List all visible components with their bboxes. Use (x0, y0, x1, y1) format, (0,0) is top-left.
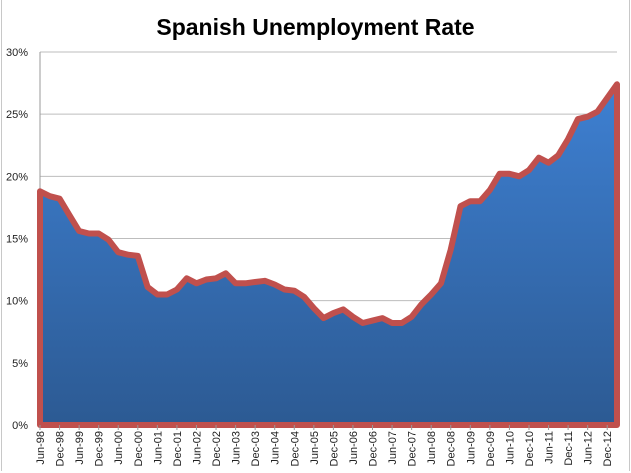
x-tick-label: Dec-09 (485, 431, 497, 466)
x-tick-label: Jun-02 (191, 431, 203, 465)
x-tick-label: Dec-11 (563, 431, 575, 466)
x-tick-label: Dec-99 (94, 431, 106, 466)
x-tick-label: Dec-01 (172, 431, 184, 466)
x-tick-label: Jun-01 (152, 431, 164, 465)
x-tick-label: Dec-06 (368, 431, 380, 466)
x-tick-label: Dec-00 (133, 431, 145, 466)
x-tick-label: Dec-03 (250, 431, 262, 466)
y-tick-label: 15% (6, 234, 28, 246)
x-tick-label: Jun-07 (387, 431, 399, 465)
x-tick-label: Jun-12 (583, 431, 595, 465)
chart-title: Spanish Unemployment Rate (156, 14, 475, 40)
y-tick-label: 20% (6, 171, 28, 183)
unemployment-area (37, 81, 620, 428)
y-tick-label: 10% (6, 296, 28, 308)
x-tick-label: Dec-08 (446, 431, 458, 466)
x-tick-label: Jun-08 (426, 431, 438, 465)
x-tick-label: Jun-10 (504, 431, 516, 465)
x-tick-label: Jun-11 (544, 431, 556, 464)
y-tick-label: 30% (6, 47, 28, 59)
x-tick-label: Dec-12 (602, 431, 614, 466)
x-tick-label: Dec-98 (55, 431, 67, 466)
x-tick-label: Dec-10 (524, 431, 536, 466)
x-tick-label: Jun-99 (74, 431, 86, 465)
x-tick-label: Dec-07 (407, 431, 419, 466)
x-tick-label: Dec-05 (328, 431, 340, 466)
x-tick-label: Jun-05 (309, 431, 321, 465)
y-tick-label: 0% (12, 420, 28, 432)
x-tick-label: Jun-06 (348, 431, 360, 465)
x-tick-label: Jun-00 (113, 431, 125, 465)
x-tick-label: Dec-02 (211, 431, 223, 466)
x-tick-label: Dec-04 (289, 431, 301, 466)
x-tick-label: Jun-03 (231, 431, 243, 465)
x-tick-label: Jun-04 (270, 431, 282, 465)
x-tick-label: Jun-98 (35, 431, 47, 465)
y-tick-label: 25% (6, 109, 28, 121)
x-tick-label: Jun-09 (465, 431, 477, 465)
y-tick-label: 5% (12, 358, 28, 370)
